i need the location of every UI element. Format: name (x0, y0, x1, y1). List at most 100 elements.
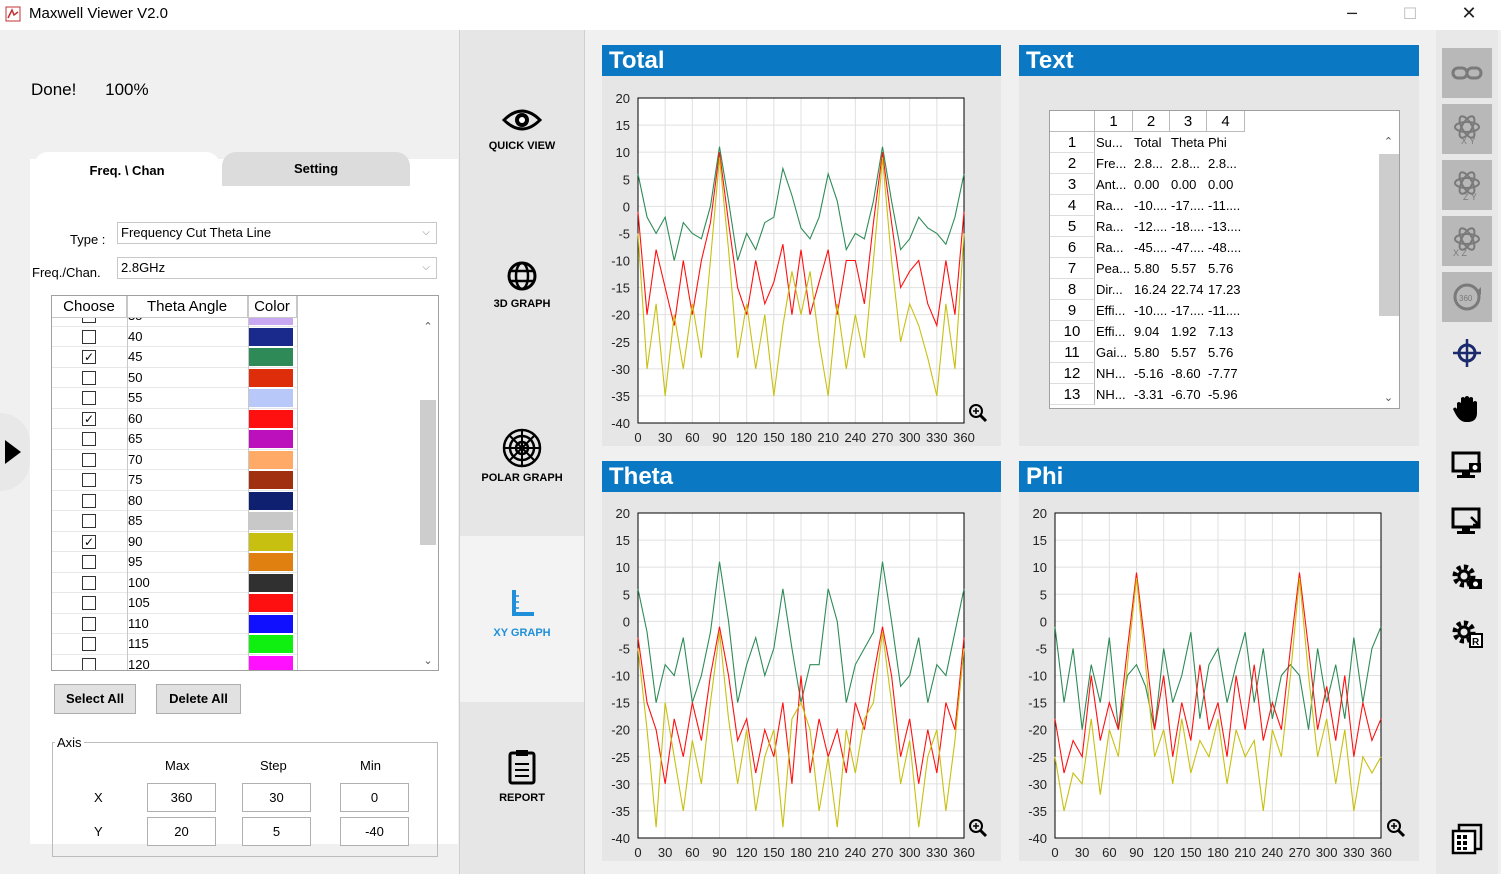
color-swatch[interactable] (248, 347, 294, 367)
angle-checkbox[interactable] (82, 637, 96, 651)
tab-freq-chan[interactable]: Freq. \ Chan (34, 152, 220, 190)
freq-select[interactable]: 2.8GHz ⌵ (117, 257, 437, 279)
color-swatch[interactable] (248, 388, 294, 408)
zoom-in-icon[interactable] (1385, 817, 1407, 839)
angle-checkbox[interactable] (82, 473, 96, 487)
table-row[interactable]: 75 (52, 470, 297, 491)
color-swatch[interactable] (248, 367, 294, 388)
zoom-in-icon[interactable] (967, 817, 989, 839)
text-table-scrollbar[interactable]: ⌃ ⌄ (1378, 132, 1399, 408)
scroll-up-icon[interactable]: ⌃ (423, 321, 433, 333)
minimize-button[interactable]: ─ (1347, 4, 1357, 23)
angle-checkbox[interactable] (82, 555, 96, 569)
color-swatch[interactable] (248, 490, 294, 511)
angle-checkbox[interactable] (82, 493, 96, 508)
angle-checkbox[interactable]: ✓ (82, 411, 96, 426)
color-swatch[interactable] (248, 654, 294, 670)
color-swatch[interactable] (248, 552, 294, 572)
color-swatch[interactable] (248, 429, 294, 449)
y-min-input[interactable]: -40 (340, 817, 409, 846)
angle-checkbox[interactable]: ✓ (82, 350, 96, 364)
select-all-button[interactable]: Select All (54, 684, 136, 714)
table-row[interactable]: 105 (52, 593, 297, 614)
scroll-up-icon[interactable]: ⌃ (1383, 136, 1394, 148)
angle-checkbox[interactable] (82, 370, 96, 385)
scroll-thumb[interactable] (1379, 154, 1399, 316)
scroll-thumb[interactable] (420, 400, 436, 545)
color-swatch[interactable] (248, 613, 294, 634)
angle-checkbox[interactable] (82, 616, 96, 631)
nav-quick-view[interactable]: QUICK VIEW (460, 70, 584, 236)
crosshair-button[interactable] (1442, 328, 1492, 378)
nav-report[interactable]: REPORT (460, 703, 584, 869)
angle-checkbox[interactable] (82, 657, 96, 670)
close-button[interactable]: ✕ (1461, 3, 1477, 24)
col-theta-angle[interactable]: Theta Angle (127, 296, 248, 318)
angle-checkbox[interactable] (82, 514, 96, 528)
color-swatch[interactable] (248, 449, 294, 470)
table-row[interactable]: 110 (52, 613, 297, 634)
angle-checkbox[interactable] (82, 596, 96, 610)
tab-setting[interactable]: Setting (222, 152, 410, 186)
table-row[interactable]: 85 (52, 511, 297, 532)
color-swatch[interactable] (248, 572, 294, 593)
atom-zy-button[interactable]: Z Y (1442, 160, 1492, 210)
phi-chart[interactable]: 0 30 60 90 120 150 180 210 240 270 300 330 360 20 15 10… (1019, 505, 1419, 860)
settings-camera-button[interactable] (1442, 552, 1492, 602)
table-row[interactable]: 40 (52, 326, 297, 347)
color-swatch[interactable] (248, 408, 294, 429)
angle-checkbox[interactable] (82, 575, 96, 590)
color-swatch[interactable] (248, 470, 294, 490)
x-max-input[interactable]: 360 (147, 783, 216, 812)
color-swatch[interactable] (248, 634, 294, 654)
angle-checkbox[interactable] (82, 391, 96, 405)
maximize-button[interactable]: ☐ (1402, 4, 1418, 23)
screenshot-button[interactable] (1442, 440, 1492, 490)
color-swatch[interactable] (248, 318, 294, 326)
color-swatch[interactable] (248, 593, 294, 613)
table-row[interactable]: 35 (52, 318, 297, 327)
angle-checkbox[interactable] (82, 329, 96, 344)
table-row[interactable]: 65 (52, 429, 297, 450)
scroll-down-icon[interactable]: ⌄ (1383, 392, 1394, 404)
link-button[interactable] (1442, 48, 1492, 98)
scroll-down-icon[interactable]: ⌄ (423, 655, 433, 667)
total-chart[interactable]: 0 30 60 90 120 150 180 210 240 270 300 330 360 20 15 10… (602, 90, 1001, 445)
table-row[interactable]: 100 (52, 572, 297, 593)
nav-3d-graph[interactable]: 3D GRAPH (460, 230, 584, 396)
nav-xy-graph[interactable]: XY GRAPH (460, 536, 584, 702)
atom-xy-button[interactable]: X Y (1442, 104, 1492, 154)
nav-polar-graph[interactable]: POLAR GRAPH (460, 400, 584, 566)
color-swatch[interactable] (248, 326, 294, 347)
table-row[interactable]: 120 (52, 654, 297, 670)
atom-xz-button[interactable]: X Z (1442, 216, 1492, 266)
table-row[interactable]: ✓ 90 (52, 531, 297, 552)
table-scrollbar[interactable]: ⌃ ⌄ (418, 318, 438, 670)
color-swatch[interactable] (248, 531, 294, 552)
pan-button[interactable] (1442, 384, 1492, 434)
rotate-360-button[interactable]: 360 (1442, 272, 1492, 322)
zoom-in-icon[interactable] (967, 402, 989, 424)
table-row[interactable]: 115 (52, 634, 297, 655)
x-step-input[interactable]: 30 (242, 783, 311, 812)
col-choose[interactable]: Choose (52, 296, 127, 318)
table-row[interactable]: 80 (52, 490, 297, 511)
theta-chart[interactable]: 0 30 60 90 120 150 180 210 240 270 300 330 360 20 15 10… (602, 505, 1001, 860)
y-max-input[interactable]: 20 (147, 817, 216, 846)
y-step-input[interactable]: 5 (242, 817, 311, 846)
x-min-input[interactable]: 0 (340, 783, 409, 812)
table-row[interactable]: 95 (52, 552, 297, 573)
table-row[interactable]: ✓ 45 (52, 347, 297, 368)
delete-all-button[interactable]: Delete All (156, 684, 241, 714)
table-row[interactable]: 55 (52, 388, 297, 409)
angle-checkbox[interactable] (82, 432, 96, 446)
type-select[interactable]: Frequency Cut Theta Line ⌵ (117, 222, 437, 244)
table-row[interactable]: 70 (52, 449, 297, 470)
table-row[interactable]: 50 (52, 367, 297, 388)
color-swatch[interactable] (248, 511, 294, 531)
angle-checkbox[interactable] (82, 452, 96, 467)
table-row[interactable]: ✓ 60 (52, 408, 297, 429)
calculator-button[interactable] (1442, 814, 1492, 864)
settings-report-button[interactable]: R (1442, 608, 1492, 658)
angle-checkbox[interactable] (82, 318, 96, 323)
